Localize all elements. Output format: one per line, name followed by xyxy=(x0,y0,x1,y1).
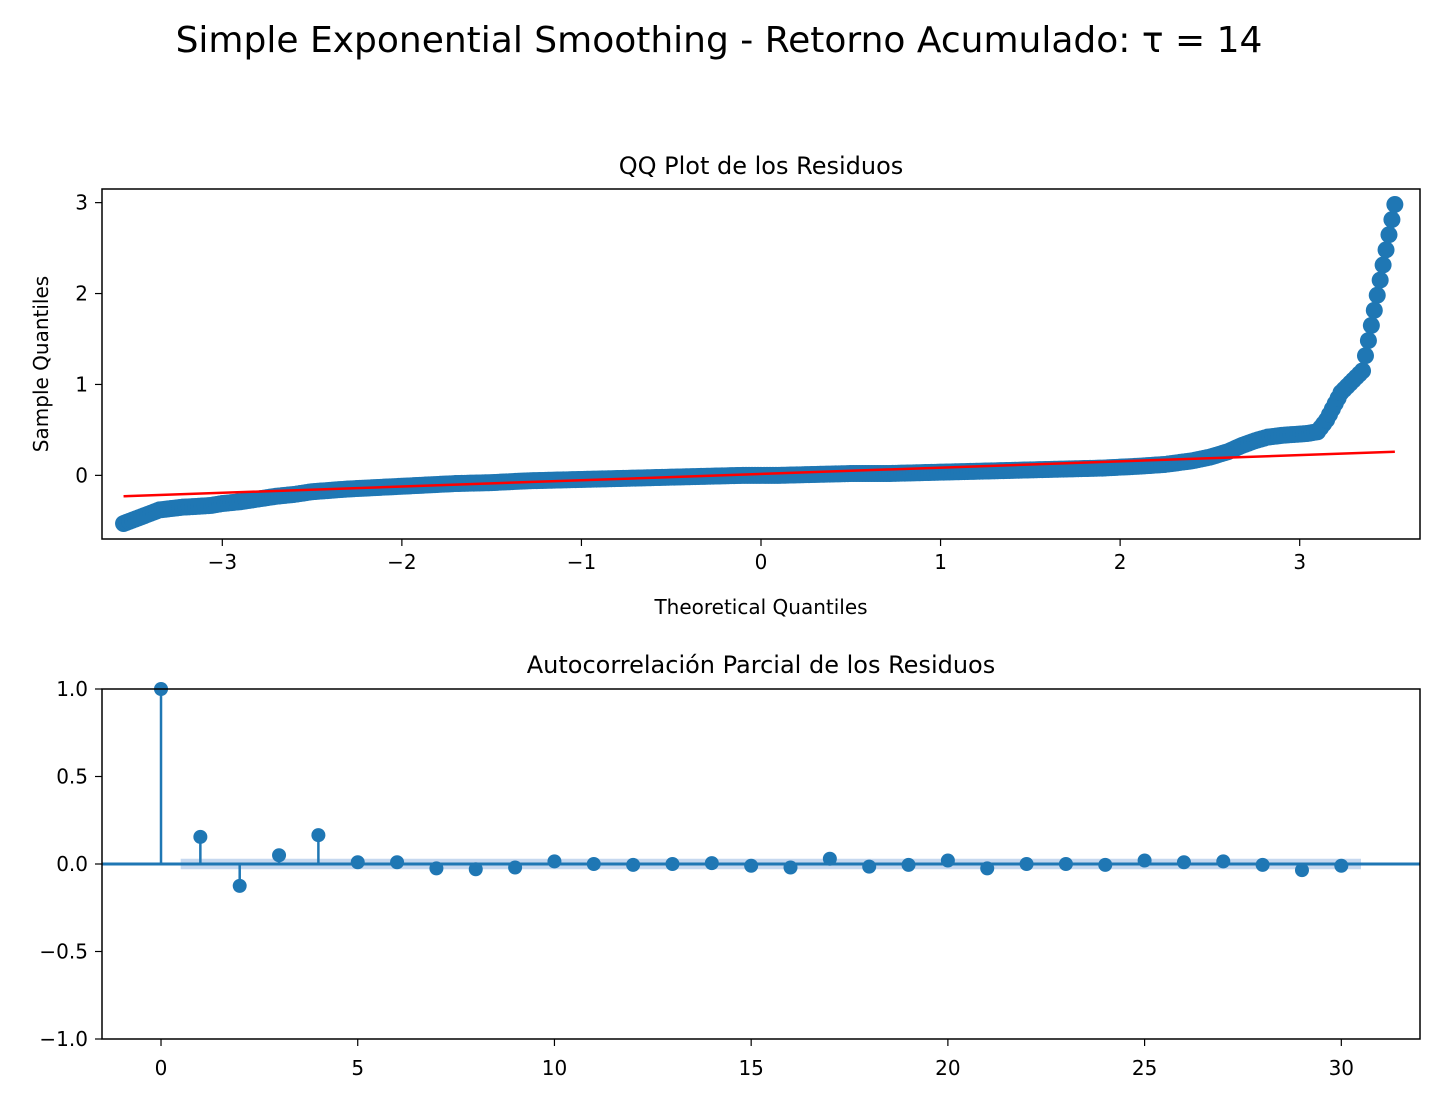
qq-plot-marks xyxy=(115,195,1404,533)
pacf-marker xyxy=(1058,857,1073,871)
pacf-marker xyxy=(626,857,641,872)
qq-x-tick-label: 0 xyxy=(755,550,768,574)
pacf-marker xyxy=(704,856,719,871)
qq-plot-title: QQ Plot de los Residuos xyxy=(619,152,904,180)
qq-x-tick-label: −2 xyxy=(387,550,416,574)
pacf-plot: Autocorrelación Parcial de los Residuos … xyxy=(39,651,1421,1080)
pacf-marker xyxy=(822,851,837,866)
pacf-marker xyxy=(783,860,798,875)
pacf-marker xyxy=(586,857,601,871)
pacf-marker xyxy=(1216,854,1231,869)
qq-sample-point xyxy=(1371,271,1389,289)
pacf-marker xyxy=(744,858,759,873)
qq-sample-point xyxy=(1368,286,1386,304)
pacf-marker xyxy=(862,859,877,874)
pacf-marker xyxy=(193,829,208,844)
qq-sample-point xyxy=(1377,241,1395,259)
pacf-marker xyxy=(1294,863,1309,878)
pacf-marker xyxy=(901,857,916,872)
pacf-y-tick-label: −0.5 xyxy=(39,940,88,964)
qq-sample-point xyxy=(1365,301,1383,319)
pacf-marker xyxy=(232,878,247,893)
qq-x-tick-label: −1 xyxy=(567,550,596,574)
qq-y-tick-label: 3 xyxy=(75,191,88,215)
qq-x-axis-label: Theoretical Quantiles xyxy=(653,595,867,619)
pacf-marker xyxy=(1334,858,1349,873)
figure-title: Simple Exponential Smoothing - Retorno A… xyxy=(176,20,1263,61)
pacf-marker xyxy=(468,862,483,877)
pacf-marker xyxy=(665,857,680,871)
pacf-y-tick-label: 0.0 xyxy=(56,852,88,876)
qq-plot: QQ Plot de los Residuos −3 −2 −1 0 1 2 3 0123 … xyxy=(29,152,1421,619)
qq-sample-point xyxy=(1356,347,1374,365)
pacf-marker xyxy=(1019,857,1034,871)
qq-y-tick-label: 2 xyxy=(75,282,88,306)
pacf-x-tick-label: 0 xyxy=(155,1056,168,1080)
qq-sample-point xyxy=(1359,332,1377,350)
qq-y-axis-label: Sample Quantiles xyxy=(29,276,53,452)
pacf-y-ticks: −1.0 −0.5 0.0 0.5 1.0 xyxy=(39,677,102,1051)
qq-sample-point xyxy=(1362,316,1380,334)
pacf-x-tick-label: 20 xyxy=(935,1056,960,1080)
pacf-x-tick-label: 10 xyxy=(542,1056,567,1080)
pacf-x-tick-label: 25 xyxy=(1132,1056,1157,1080)
pacf-marker xyxy=(1176,855,1191,870)
qq-reference-line xyxy=(123,450,1395,498)
qq-sample-point xyxy=(1374,256,1392,274)
pacf-y-tick-label: 0.5 xyxy=(56,765,88,789)
qq-sample-point xyxy=(1386,195,1404,213)
qq-sample-point xyxy=(1354,362,1372,380)
qq-y-ticks: 0 1 2 3 xyxy=(75,191,102,487)
pacf-x-ticks: 0 5 10 15 20 25 30 xyxy=(155,1039,1354,1080)
pacf-x-tick-label: 5 xyxy=(351,1056,364,1080)
qq-y-tick-label: 0 xyxy=(75,463,88,487)
pacf-marker xyxy=(1255,857,1270,872)
pacf-marker xyxy=(980,861,995,876)
qq-x-tick-label: 3 xyxy=(1293,550,1306,574)
qq-x-tick-label: −3 xyxy=(208,550,237,574)
pacf-marker xyxy=(508,860,523,875)
pacf-marker xyxy=(940,853,955,868)
qq-sample-point xyxy=(1380,226,1398,244)
pacf-marker xyxy=(272,848,287,863)
pacf-marker xyxy=(311,828,326,843)
qq-y-tick-label: 1 xyxy=(75,372,88,396)
pacf-marker xyxy=(1137,853,1152,868)
qq-x-ticks: −3 −2 −1 0 1 2 3 xyxy=(208,539,1306,574)
pacf-marker xyxy=(390,855,405,870)
pacf-y-tick-label: 1.0 xyxy=(56,677,88,701)
pacf-plot-marks xyxy=(102,682,1420,893)
pacf-marker xyxy=(547,854,562,869)
pacf-marker xyxy=(1098,857,1113,872)
pacf-plot-title: Autocorrelación Parcial de los Residuos xyxy=(527,651,996,679)
pacf-marker xyxy=(350,855,365,870)
qq-x-tick-label: 2 xyxy=(1114,550,1127,574)
pacf-x-tick-label: 30 xyxy=(1329,1056,1354,1080)
pacf-marker xyxy=(429,861,444,876)
qq-sample-point xyxy=(1383,211,1401,229)
pacf-x-tick-label: 15 xyxy=(738,1056,763,1080)
pacf-y-tick-label: −1.0 xyxy=(39,1027,88,1051)
qq-x-tick-label: 1 xyxy=(934,550,947,574)
